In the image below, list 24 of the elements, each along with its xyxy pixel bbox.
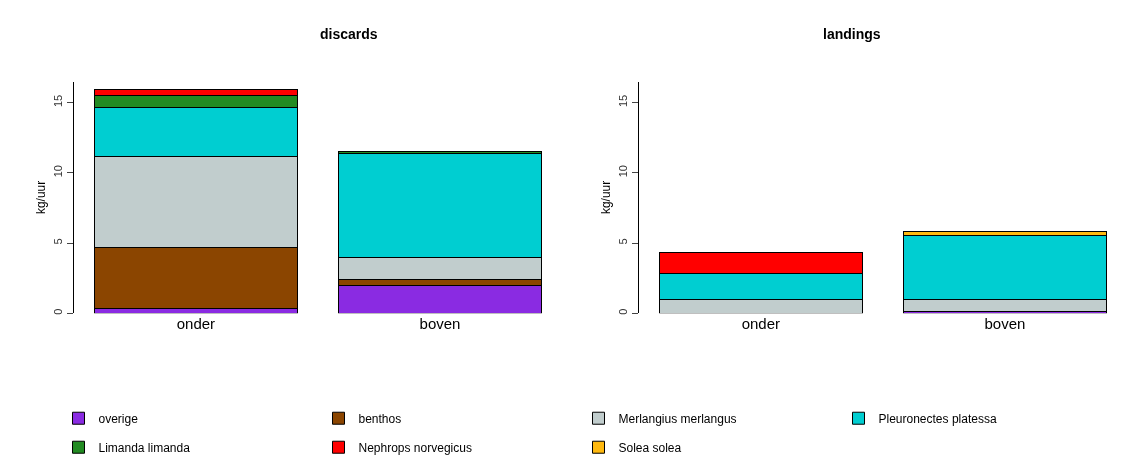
chart-title: landings: [823, 26, 881, 42]
legend-label: Nephrops norvegicus: [358, 440, 472, 455]
y-tick-label: 10: [617, 165, 630, 178]
legend-label: Pleuronectes platessa: [878, 411, 997, 426]
legend-label: Solea solea: [618, 440, 682, 455]
y-tick-label: 0: [52, 308, 65, 315]
y-tick-label: 5: [617, 238, 630, 245]
chart-title: discards: [320, 26, 378, 42]
x-tick-label: onder: [741, 315, 781, 333]
legend-label: overige: [98, 411, 139, 426]
y-tick-label: 15: [52, 94, 65, 108]
bar: [338, 285, 542, 314]
y-tick-label: 0: [617, 308, 630, 315]
x-tick-label: onder: [176, 315, 216, 333]
legend-label: benthos: [358, 411, 402, 426]
legend-label: Merlangius merlangus: [618, 411, 737, 426]
x-tick-label: boven: [419, 315, 461, 333]
y-axis-title: kg/uur: [598, 180, 613, 215]
y-axis-title: kg/uur: [33, 180, 48, 215]
y-tick-label: 5: [52, 238, 65, 245]
x-tick-label: boven: [984, 315, 1026, 333]
y-tick-label: 10: [52, 165, 65, 178]
y-tick-label: 15: [617, 94, 630, 108]
legend-label: Limanda limanda: [98, 440, 191, 455]
